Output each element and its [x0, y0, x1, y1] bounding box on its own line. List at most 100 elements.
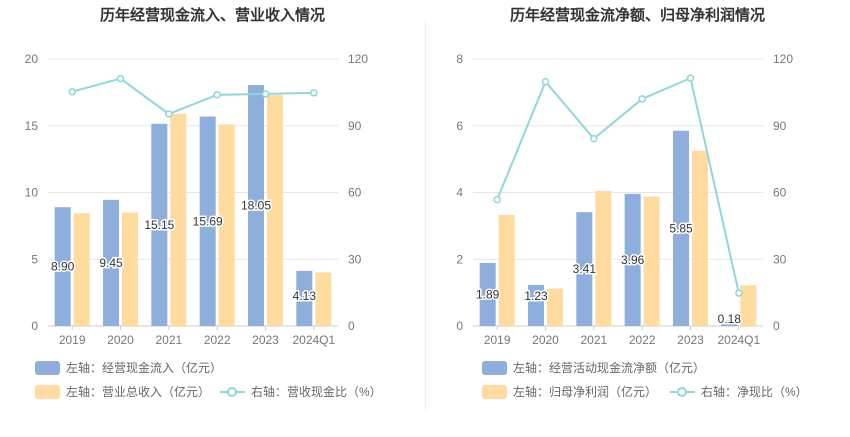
bar-primary [296, 270, 313, 326]
bar-secondary [315, 272, 332, 326]
legend-label: 左轴：经营现金流入（亿元） [66, 361, 223, 375]
legend-swatch-bar-yellow [35, 384, 60, 399]
y-left-tick-label: 20 [25, 52, 39, 66]
bar-data-label: 3.96 [621, 253, 645, 267]
bar-data-label: 5.85 [669, 221, 693, 235]
bar-secondary [218, 124, 235, 326]
y-left-tick-label: 6 [456, 119, 463, 133]
bar-data-label: 0.18 [718, 312, 742, 326]
bar-secondary [498, 214, 515, 326]
legend-item-net-cashflow[interactable]: 左轴：经营活动现金流净额（亿元） [482, 359, 705, 376]
legend-label: 右轴：净现比（%） [701, 385, 808, 399]
bar-primary [103, 199, 119, 326]
bar-secondary [643, 196, 660, 326]
legend-swatch-bar-blue [482, 360, 507, 375]
x-tick-label: 2020 [107, 333, 134, 347]
y-right-tick-label: 120 [348, 52, 368, 66]
line-point [261, 90, 270, 98]
legend-item-net-profit[interactable]: 左轴：归母净利润（亿元） [482, 383, 657, 400]
line-point [541, 77, 550, 86]
legend-label: 左轴：归母净利润（亿元） [513, 385, 658, 399]
legend-item-cash-ratio[interactable]: 右轴：营收现金比（%） [220, 383, 382, 400]
bar-data-label: 1.23 [524, 289, 548, 303]
bar-data-label: 18.05 [241, 199, 271, 213]
x-tick-label: 2021 [155, 333, 182, 347]
bar-primary [151, 123, 168, 326]
bar-data-label: 4.13 [293, 289, 317, 303]
x-tick-label: 2019 [59, 333, 86, 347]
bar-data-label: 15.15 [144, 218, 174, 232]
x-tick-label: 2024Q1 [292, 333, 335, 347]
y-right-tick-label: 0 [348, 319, 355, 333]
x-tick-label: 2024Q1 [717, 333, 760, 347]
legend-swatch-bar-yellow [482, 384, 507, 399]
x-tick-label: 2021 [580, 333, 607, 347]
legend-item-revenue[interactable]: 左轴：营业总收入（亿元） [35, 383, 210, 400]
bar-data-label: 8.90 [51, 260, 75, 274]
y-right-tick-label: 90 [773, 119, 787, 133]
y-left-tick-label: 2 [456, 252, 463, 266]
y-left-tick-label: 4 [456, 186, 463, 200]
y-right-tick-label: 120 [773, 52, 793, 66]
bar-primary [721, 319, 738, 326]
chart-panel-cashflow-revenue: 历年经营现金流入、营业收入情况 0 5 10 15 20 0 30 60 90 120 2019 20… [25, 7, 382, 400]
bar-primary [576, 212, 593, 326]
bar-data-label: 9.45 [99, 256, 123, 270]
bar-secondary [267, 95, 283, 326]
chart-panel-netcash-netprofit: 历年经营现金流净额、归母净利润情况 0 2 4 6 8 0 30 60 90 120 2019 202… [425, 0, 850, 437]
line-point [735, 289, 743, 297]
x-tick-label: 2023 [252, 333, 279, 347]
series-line [496, 76, 740, 294]
legend-label: 右轴：营收现金比（%） [251, 385, 382, 399]
x-tick-label: 2022 [629, 333, 656, 347]
bar-secondary [170, 113, 187, 326]
legend-swatch-line-icon [220, 385, 245, 399]
x-tick-label: 2019 [484, 333, 511, 347]
bar-secondary [595, 190, 612, 326]
y-right-tick-label: 30 [348, 252, 362, 266]
line-point [310, 89, 318, 97]
y-left-tick-label: 15 [25, 119, 39, 133]
x-tick-label: 2023 [677, 333, 704, 347]
line-point [165, 110, 173, 118]
bar-data-label: 1.89 [476, 287, 500, 301]
y-right-tick-label: 60 [348, 186, 362, 200]
line-point [68, 87, 76, 96]
bar-secondary [73, 213, 90, 326]
y-right-tick-label: 30 [773, 252, 787, 266]
legend-label: 左轴：营业总收入（亿元） [66, 385, 211, 399]
bar-secondary [692, 150, 708, 326]
y-right-tick-label: 0 [773, 319, 780, 333]
y-right-tick-label: 90 [348, 119, 362, 133]
bar-secondary [547, 288, 563, 326]
x-tick-label: 2020 [532, 333, 559, 347]
y-left-tick-label: 8 [456, 52, 463, 66]
bar-data-label: 15.69 [193, 214, 223, 228]
y-left-tick-label: 5 [31, 252, 38, 266]
bar-primary [54, 207, 71, 326]
bar-primary [673, 130, 689, 326]
bar-primary [624, 193, 641, 326]
chart-title: 历年经营现金流入、营业收入情况 [99, 7, 325, 24]
line-point [590, 134, 598, 143]
legend-label: 左轴：经营活动现金流净额（亿元） [513, 361, 706, 375]
chart-plot-area: 0 2 4 6 8 0 30 60 90 120 2019 2020 2021 2022 2023 2024Q… [456, 52, 793, 347]
bar-primary [528, 284, 544, 326]
line-point [213, 91, 221, 99]
legend-item-net-cash-ratio[interactable]: 右轴：净现比（%） [670, 383, 808, 400]
legend-swatch-bar-blue [35, 360, 60, 375]
line-point [493, 195, 501, 204]
bar-primary [199, 116, 216, 326]
bar-secondary [740, 285, 757, 326]
legend-swatch-line-icon [670, 385, 695, 399]
y-left-tick-label: 10 [25, 186, 39, 200]
chart-plot-area: 0 5 10 15 20 0 30 60 90 120 2019 2020 2021 2022 2023 20… [25, 52, 369, 347]
panel-divider [425, 20, 426, 410]
y-left-tick-label: 0 [31, 319, 38, 333]
legend-item-cash-inflow[interactable]: 左轴：经营现金流入（亿元） [35, 359, 222, 376]
line-point [686, 74, 695, 82]
y-right-tick-label: 60 [773, 186, 787, 200]
line-point [638, 95, 646, 103]
x-tick-label: 2022 [204, 333, 231, 347]
series-line [71, 77, 314, 116]
